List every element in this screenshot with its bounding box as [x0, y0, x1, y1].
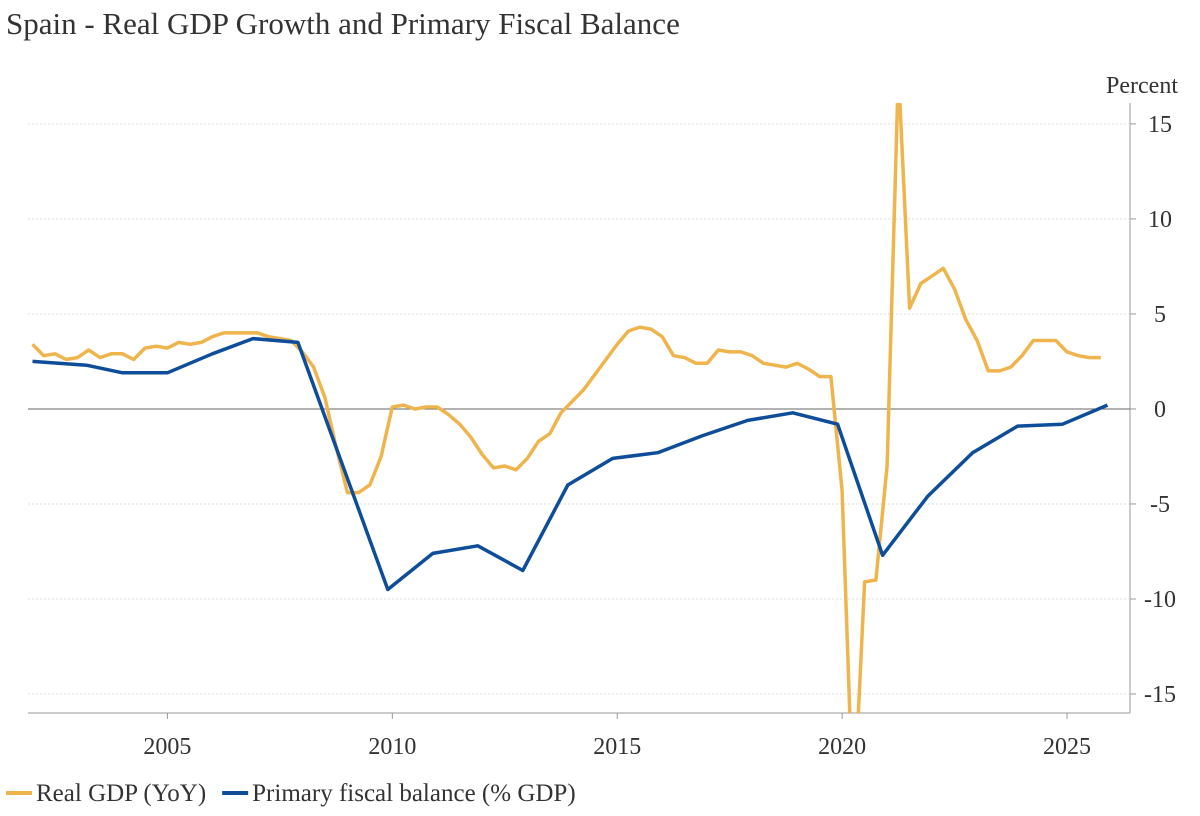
chart-title: Spain - Real GDP Growth and Primary Fisc…: [6, 6, 680, 41]
x-tick-label: 2010: [368, 734, 416, 760]
y-tick-label: 0: [1154, 397, 1166, 423]
y-tick-label: 10: [1148, 207, 1172, 233]
y-axis-label: Percent: [1106, 73, 1178, 99]
legend-label: Real GDP (YoY): [36, 780, 206, 807]
y-tick-label: 15: [1148, 112, 1172, 138]
y-tick-label: -5: [1150, 492, 1170, 518]
x-tick-label: 2025: [1043, 734, 1091, 760]
y-tick-label: -10: [1144, 587, 1176, 613]
x-tick-label: 2005: [143, 734, 191, 760]
series-line: [31, 103, 1101, 713]
legend-label: Primary fiscal balance (% GDP): [252, 780, 576, 807]
y-tick-label: 5: [1154, 302, 1166, 328]
series-line: [32, 336, 1109, 592]
x-tick-label: 2020: [818, 734, 866, 760]
x-tick-label: 2015: [593, 734, 641, 760]
y-tick-label: -15: [1144, 682, 1176, 708]
plot-area: [31, 103, 1109, 713]
